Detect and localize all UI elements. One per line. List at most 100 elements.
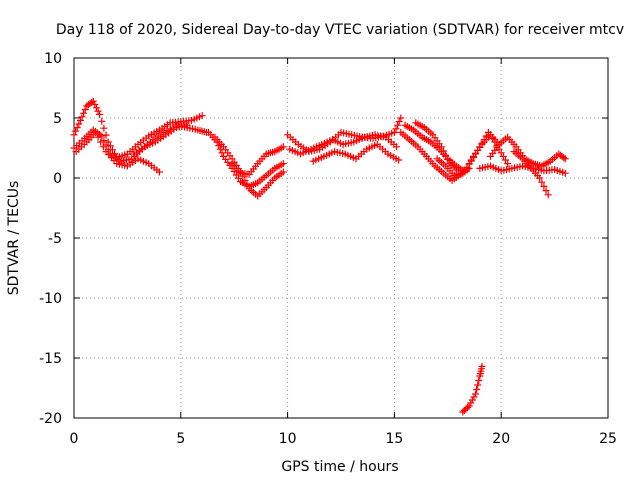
series-track-13 xyxy=(412,119,462,175)
series-track-4 xyxy=(130,121,191,158)
data-point xyxy=(540,182,548,190)
data-point xyxy=(467,156,475,164)
y-tick-label: -20 xyxy=(39,411,62,427)
y-tick-label: -15 xyxy=(39,351,62,367)
data-marks xyxy=(70,97,569,416)
data-point xyxy=(464,404,472,411)
data-point xyxy=(463,163,471,171)
series-track-1 xyxy=(70,97,206,162)
data-point xyxy=(478,362,486,370)
data-point xyxy=(75,120,83,128)
y-tick-label: -5 xyxy=(48,231,62,247)
y-axis-label: SDTVAR / TECUs xyxy=(6,181,22,296)
data-point xyxy=(102,131,110,139)
data-point xyxy=(536,174,544,182)
data-point xyxy=(100,124,108,132)
y-tick-label: 10 xyxy=(44,51,62,67)
data-point xyxy=(440,147,448,155)
data-point xyxy=(459,408,467,416)
data-point xyxy=(501,156,509,164)
data-point xyxy=(462,405,470,413)
data-point xyxy=(279,168,287,176)
data-point xyxy=(468,396,476,404)
data-point xyxy=(97,138,105,146)
data-point xyxy=(92,104,100,112)
x-tick-label: 25 xyxy=(599,431,617,447)
data-point xyxy=(91,101,99,108)
data-point xyxy=(279,143,287,151)
data-point xyxy=(72,127,80,135)
data-point xyxy=(241,176,249,184)
y-tick-label: -10 xyxy=(39,291,62,307)
x-tick-label: 5 xyxy=(176,431,185,447)
data-point xyxy=(474,381,482,389)
data-point xyxy=(81,106,89,114)
data-point xyxy=(497,149,505,157)
data-point xyxy=(489,134,497,142)
data-point xyxy=(279,160,287,168)
data-point xyxy=(390,128,398,136)
grid-lines xyxy=(74,58,608,418)
series-track-19 xyxy=(459,362,486,416)
data-point xyxy=(98,132,106,140)
data-point xyxy=(243,181,251,189)
data-point xyxy=(467,399,475,407)
data-point xyxy=(460,407,468,414)
data-point xyxy=(100,137,108,144)
data-point xyxy=(78,113,86,121)
data-point xyxy=(392,125,400,133)
chart-title: Day 118 of 2020, Sidereal Day-to-day VTE… xyxy=(56,22,624,38)
data-point xyxy=(561,155,569,163)
data-point xyxy=(393,143,401,151)
y-tick-label: 5 xyxy=(53,111,62,127)
data-point xyxy=(499,152,507,160)
data-point xyxy=(442,151,450,159)
data-point xyxy=(475,377,483,384)
data-point xyxy=(94,107,102,115)
data-point xyxy=(444,155,452,163)
data-point xyxy=(461,167,469,175)
y-tick-label: 0 xyxy=(53,171,62,187)
x-tick-label: 20 xyxy=(492,431,510,447)
data-point xyxy=(91,128,99,136)
x-axis-label: GPS time / hours xyxy=(281,459,398,475)
data-point xyxy=(397,114,405,122)
series-track-17 xyxy=(476,162,569,177)
data-point xyxy=(472,390,480,398)
series-track-3 xyxy=(72,128,163,176)
data-point xyxy=(155,168,163,176)
data-point xyxy=(561,169,569,177)
data-point xyxy=(542,187,550,195)
x-tick-label: 15 xyxy=(385,431,403,447)
x-tick-label: 0 xyxy=(70,431,79,447)
data-point xyxy=(98,117,106,125)
data-point xyxy=(504,160,512,168)
data-point xyxy=(99,143,107,151)
data-point xyxy=(544,191,552,199)
data-point xyxy=(487,131,495,139)
data-point xyxy=(470,393,478,401)
data-point xyxy=(395,118,403,126)
data-point xyxy=(96,110,104,118)
data-point xyxy=(70,131,78,139)
series-track-7 xyxy=(228,143,287,178)
data-point xyxy=(94,133,102,141)
data-point xyxy=(106,142,114,150)
data-point xyxy=(89,97,97,105)
series-track-10 xyxy=(309,140,403,165)
data-point xyxy=(183,121,191,129)
data-point xyxy=(394,121,402,129)
data-point xyxy=(538,178,546,186)
x-tick-label: 10 xyxy=(279,431,297,447)
data-point xyxy=(473,386,481,393)
data-point xyxy=(395,156,403,164)
data-point xyxy=(465,160,473,168)
data-point xyxy=(437,143,445,151)
data-point xyxy=(491,138,499,146)
axis-ticks: 0 5 10 15 20 25 10 5 0 -5 -10 -15 -20 xyxy=(39,51,617,447)
data-point xyxy=(76,116,84,124)
data-point xyxy=(80,109,88,117)
data-point xyxy=(73,124,81,132)
data-point xyxy=(218,149,226,157)
